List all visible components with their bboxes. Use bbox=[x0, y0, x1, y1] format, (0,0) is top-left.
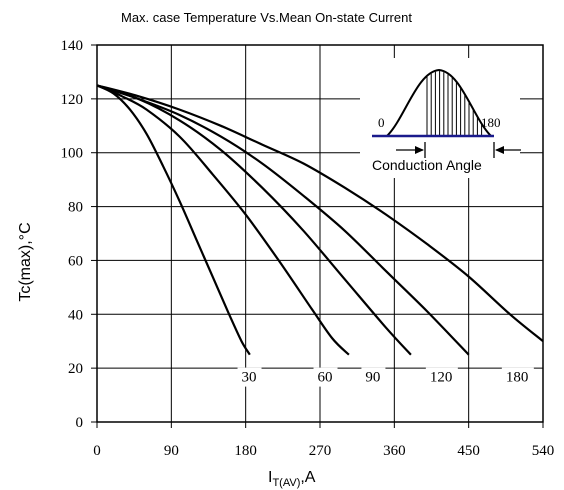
x-tick-label: 180 bbox=[234, 443, 257, 459]
inset-right-label: 180 bbox=[481, 115, 501, 130]
curve-label-bg bbox=[501, 367, 534, 387]
curve-label-bg bbox=[237, 367, 262, 387]
axes bbox=[91, 44, 544, 428]
y-tick-label: 100 bbox=[61, 146, 84, 162]
curve-labels: 30 60 90 120 180 bbox=[237, 367, 534, 387]
curve-label-30: 30 bbox=[242, 370, 257, 386]
y-tick-label: 80 bbox=[68, 200, 83, 216]
x-axis-label-main: I bbox=[268, 469, 272, 486]
curve-label-180: 180 bbox=[506, 370, 529, 386]
series-line-120 bbox=[96, 84, 470, 356]
inset-hatch bbox=[426, 71, 483, 136]
x-tick-label: 270 bbox=[309, 443, 332, 459]
x-tick-labels: 0 90 180 270 360 450 540 bbox=[93, 443, 554, 459]
x-tick-label: 360 bbox=[383, 443, 406, 459]
inset-arrow-left-head bbox=[415, 146, 424, 154]
x-tick-label: 450 bbox=[457, 443, 480, 459]
y-tick-label: 140 bbox=[61, 38, 84, 54]
series-lines bbox=[96, 84, 544, 356]
conduction-angle-inset: 0 180 Conduction Angle bbox=[360, 58, 521, 178]
x-tick-label: 0 bbox=[93, 443, 101, 459]
y-tick-label: 20 bbox=[68, 361, 83, 377]
chart-title: Max. case Temperature Vs.Mean On-state C… bbox=[121, 10, 412, 25]
x-axis-label: IT(AV),A bbox=[268, 469, 316, 489]
x-axis-label-suffix: ,A bbox=[300, 469, 315, 486]
y-tick-label: 120 bbox=[61, 92, 84, 108]
curve-label-bg bbox=[425, 367, 458, 387]
x-tick-label: 540 bbox=[532, 443, 555, 459]
y-tick-label: 40 bbox=[68, 307, 83, 323]
curve-label-60: 60 bbox=[318, 370, 333, 386]
inset-left-label: 0 bbox=[378, 115, 385, 130]
inset-arrow-right-head bbox=[495, 146, 504, 154]
y-axis-label: Tc(max),°C bbox=[17, 222, 34, 301]
curve-label-bg bbox=[361, 367, 386, 387]
inset-half-sine bbox=[386, 68, 492, 137]
series-line-180 bbox=[96, 84, 544, 343]
curve-label-90: 90 bbox=[365, 370, 380, 386]
y-tick-label: 60 bbox=[68, 253, 83, 269]
curve-label-bg bbox=[313, 367, 338, 387]
x-tick-label: 90 bbox=[164, 443, 179, 459]
inset-caption: Conduction Angle bbox=[372, 157, 482, 173]
x-axis-label-sub: T(AV) bbox=[272, 477, 300, 489]
curve-label-120: 120 bbox=[430, 370, 453, 386]
y-tick-label: 0 bbox=[76, 415, 84, 431]
y-tick-labels: 0 20 40 60 80 100 120 140 bbox=[61, 38, 84, 431]
series-line-30 bbox=[96, 84, 251, 356]
series-line-60 bbox=[96, 84, 350, 356]
